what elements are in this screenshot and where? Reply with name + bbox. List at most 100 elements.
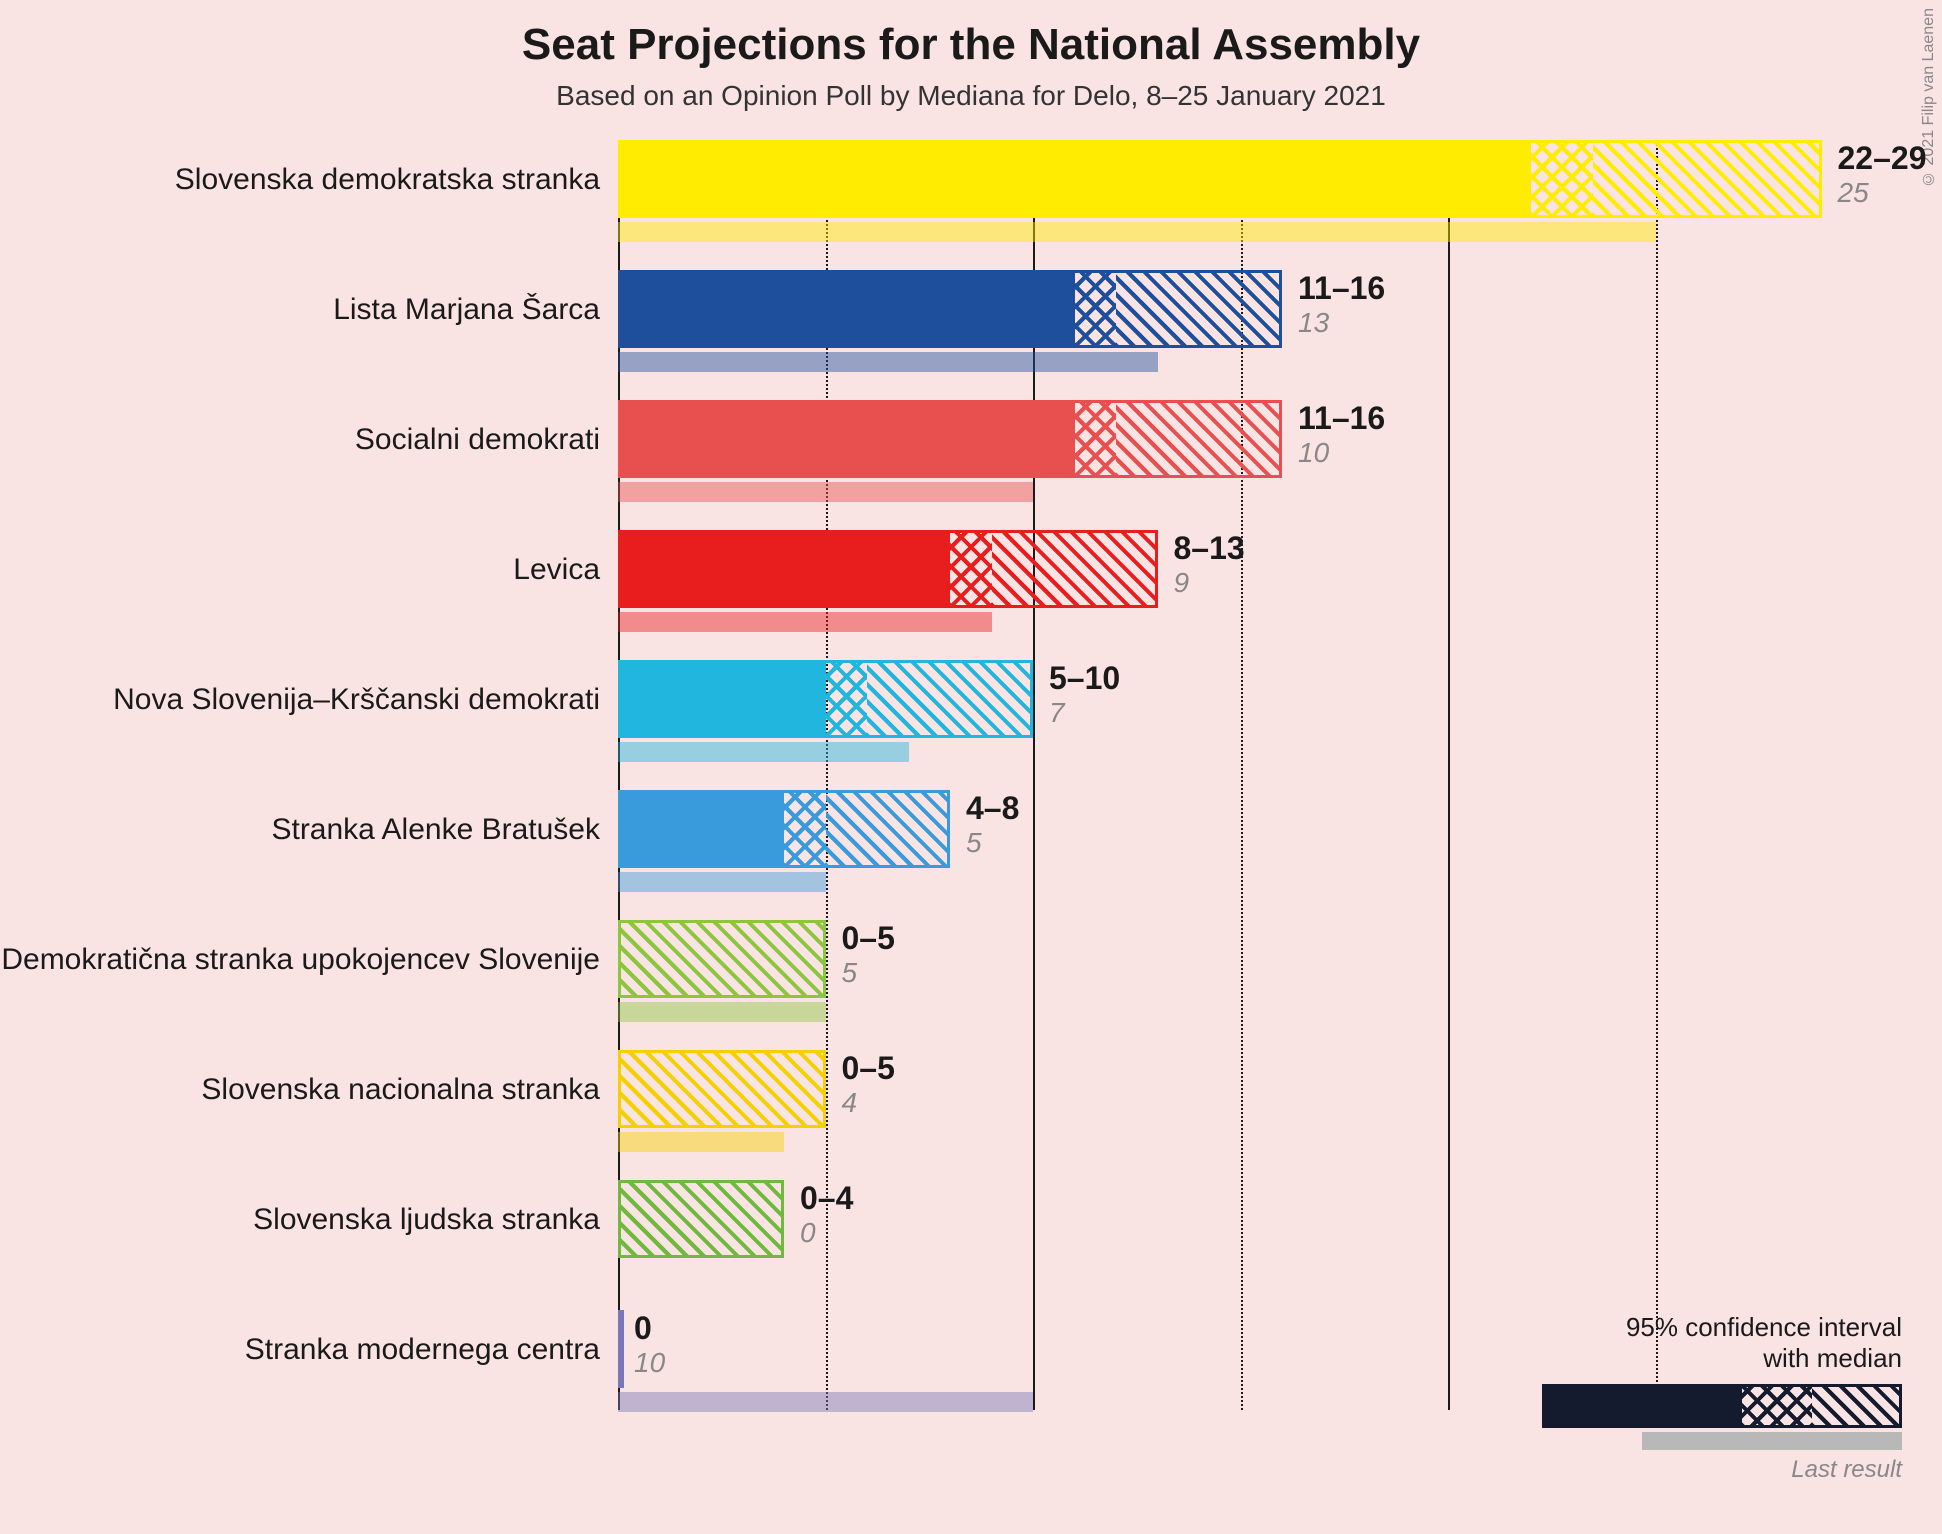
legend-seg-cross [1742,1384,1812,1428]
value-last: 0 [800,1218,853,1247]
legend-line-2: with median [1502,1343,1902,1374]
party-label: Demokratična stranka upokojencev Sloveni… [1,920,618,1000]
party-bar-area: 22–2925 [618,140,1942,270]
legend: 95% confidence interval with median Last… [1502,1312,1902,1484]
last-result-bar [618,612,992,632]
party-label: Socialni demokrati [355,400,618,480]
value-last: 9 [1174,568,1245,597]
confidence-bar [618,920,826,998]
bar-seg-hatch [867,660,1033,738]
bar-seg-solid [618,140,1531,218]
chart-title: Seat Projections for the National Assemb… [0,20,1942,70]
value-range: 5–10 [1049,662,1120,696]
party-bar-area: 11–1613 [618,270,1942,400]
confidence-bar [618,1180,784,1258]
bar-seg-crosshatch [1531,140,1593,218]
chart-body: Slovenska demokratska stranka 22–2925 List… [0,140,1942,1494]
bar-seg-solid [618,270,1075,348]
value-range: 0–5 [842,1052,895,1086]
bar-seg-crosshatch [950,530,992,608]
value-range: 22–29 [1838,142,1927,176]
last-result-bar [618,1132,784,1152]
party-label: Slovenska nacionalna stranka [201,1050,618,1130]
value-last: 7 [1049,698,1120,727]
value-labels: 5–107 [1049,662,1120,727]
value-range: 0 [634,1312,665,1346]
last-result-bar [618,1002,826,1022]
party-label: Lista Marjana Šarca [333,270,618,350]
party-label: Stranka modernega centra [245,1310,618,1390]
value-labels: 8–139 [1174,532,1245,597]
legend-line-1: 95% confidence interval [1502,1312,1902,1343]
value-labels: 4–85 [966,792,1019,857]
value-range: 4–8 [966,792,1019,826]
party-row: Stranka Alenke Bratušek 4–85 [0,790,1942,920]
legend-seg-hatch [1812,1384,1902,1428]
value-last: 13 [1298,308,1385,337]
last-result-bar [618,742,909,762]
legend-last-swatch [1642,1432,1902,1450]
value-labels: 11–1613 [1298,272,1385,337]
bar-seg-hatch [1593,140,1821,218]
last-result-bar [618,1392,1033,1412]
chart-canvas: © 2021 Filip van Laenen Seat Projections… [0,0,1942,1534]
confidence-bar [618,530,1158,608]
bar-seg-crosshatch [1075,400,1117,478]
confidence-bar [618,790,950,868]
party-label: Slovenska demokratska stranka [175,140,618,220]
value-range: 0–5 [842,922,895,956]
bar-seg-solid [618,660,826,738]
party-bar-area: 4–85 [618,790,1942,920]
bar-seg-hatch [826,790,951,868]
value-last: 10 [634,1348,665,1377]
party-label: Nova Slovenija–Krščanski demokrati [113,660,618,740]
party-bar-area: 0–40 [618,1180,1942,1310]
party-bar-area: 5–107 [618,660,1942,790]
value-labels: 0–40 [800,1182,853,1247]
value-range: 11–16 [1298,402,1385,436]
confidence-bar [618,1050,826,1128]
party-row: Levica8–139 [0,530,1942,660]
value-last: 5 [966,828,1019,857]
confidence-bar [618,660,1033,738]
bar-seg-crosshatch [784,790,826,868]
party-label: Stranka Alenke Bratušek [271,790,618,870]
value-last: 4 [842,1088,895,1117]
party-row: Lista Marjana Šarca 11–1613 [0,270,1942,400]
value-range: 8–13 [1174,532,1245,566]
party-row: Slovenska demokratska stranka 22–2925 [0,140,1942,270]
bar-seg-solid [618,790,784,868]
party-bar-area: 0–54 [618,1050,1942,1180]
value-labels: 22–2925 [1838,142,1927,207]
party-row: Demokratična stranka upokojencev Sloveni… [0,920,1942,1050]
bar-outline [618,1310,624,1388]
party-row: Nova Slovenija–Krščanski demokrati 5–107 [0,660,1942,790]
party-bar-area: 0–55 [618,920,1942,1050]
legend-swatch [1542,1384,1902,1428]
bar-seg-hatch [992,530,1158,608]
value-range: 0–4 [800,1182,853,1216]
party-label: Slovenska ljudska stranka [253,1180,618,1260]
last-result-bar [618,222,1656,242]
last-result-bar [618,482,1033,502]
chart-subtitle: Based on an Opinion Poll by Mediana for … [0,80,1942,112]
bar-seg-hatch [1116,400,1282,478]
legend-last-label: Last result [1502,1456,1902,1484]
legend-seg-solid [1542,1384,1742,1428]
bar-seg-crosshatch [826,660,868,738]
confidence-bar [618,140,1822,218]
party-row: Slovenska nacionalna stranka 0–54 [0,1050,1942,1180]
value-labels: 0–54 [842,1052,895,1117]
bar-seg-solid [618,530,950,608]
value-last: 5 [842,958,895,987]
value-labels: 11–1610 [1298,402,1385,467]
bar-seg-crosshatch [1075,270,1117,348]
value-last: 10 [1298,438,1385,467]
value-labels: 010 [634,1312,665,1377]
party-row: Slovenska ljudska stranka 0–40 [0,1180,1942,1310]
last-result-bar [618,872,826,892]
bar-seg-hatch [618,1180,784,1258]
value-range: 11–16 [1298,272,1385,306]
party-bar-area: 8–139 [618,530,1942,660]
value-labels: 0–55 [842,922,895,987]
